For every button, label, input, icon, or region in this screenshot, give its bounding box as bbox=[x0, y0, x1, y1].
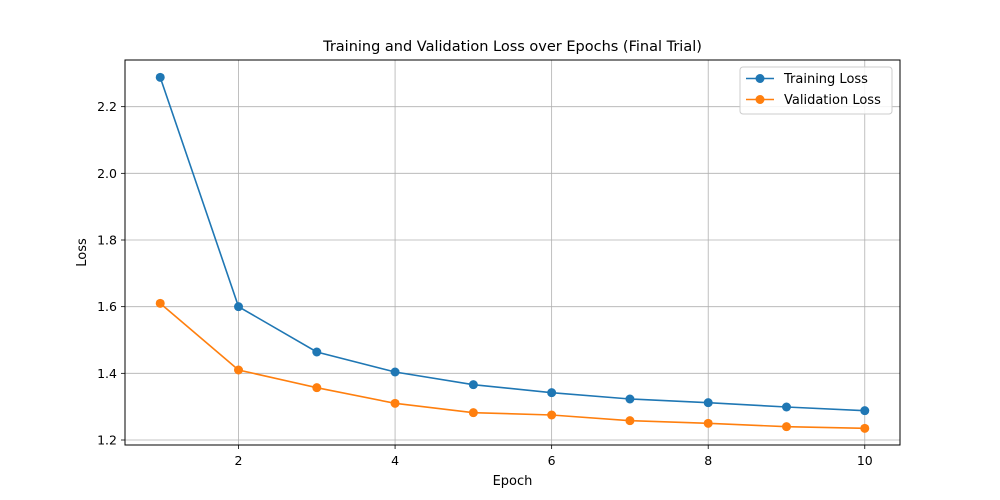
legend: Training Loss Validation Loss bbox=[739, 66, 893, 115]
y-tick-label: 1.2 bbox=[97, 433, 117, 448]
validation-loss-point bbox=[703, 418, 713, 428]
series bbox=[155, 72, 870, 433]
legend-label-validation: Validation Loss bbox=[784, 93, 881, 108]
validation-loss-point bbox=[312, 383, 322, 393]
axis-ticks: 2 4 6 8 10 1.2 1.4 1.6 1.8 2.0 2.2 bbox=[97, 99, 873, 468]
plot-frame bbox=[124, 59, 901, 446]
x-tick-label: 6 bbox=[548, 453, 556, 468]
training-loss-point bbox=[234, 302, 244, 312]
legend-box bbox=[739, 66, 893, 115]
training-loss-point bbox=[860, 406, 870, 416]
training-loss-point bbox=[703, 398, 713, 408]
training-loss-point bbox=[468, 380, 478, 390]
y-axis-label: Loss bbox=[75, 238, 90, 267]
x-tick-label: 2 bbox=[235, 453, 243, 468]
training-loss-point bbox=[547, 388, 557, 398]
x-axis-label: Epoch bbox=[493, 474, 533, 489]
training-loss-line bbox=[159, 77, 865, 412]
y-tick-label: 2.2 bbox=[97, 99, 117, 114]
legend-marker-validation bbox=[755, 95, 765, 104]
y-tick-label: 1.6 bbox=[97, 299, 117, 314]
x-tick-label: 8 bbox=[704, 453, 712, 468]
training-loss-point bbox=[390, 367, 400, 377]
validation-loss-point bbox=[468, 408, 478, 418]
training-loss-point bbox=[312, 347, 322, 357]
validation-loss-point bbox=[781, 422, 791, 432]
legend-label-training: Training Loss bbox=[783, 72, 868, 87]
validation-loss-point bbox=[234, 365, 244, 375]
validation-loss-point bbox=[860, 423, 870, 433]
y-tick-label: 1.4 bbox=[97, 366, 117, 381]
training-loss-point bbox=[781, 402, 791, 412]
validation-loss-point bbox=[625, 416, 635, 426]
legend-marker-training bbox=[755, 74, 765, 83]
validation-loss-line bbox=[159, 302, 865, 430]
training-loss-point bbox=[625, 394, 635, 404]
validation-loss-point bbox=[155, 298, 165, 308]
training-loss-point bbox=[155, 72, 165, 82]
validation-loss-point bbox=[547, 410, 557, 420]
grid bbox=[125, 60, 900, 445]
chart-title: Training and Validation Loss over Epochs… bbox=[322, 39, 702, 55]
y-tick-label: 2.0 bbox=[97, 166, 117, 181]
x-tick-label: 4 bbox=[391, 453, 399, 468]
x-tick-label: 10 bbox=[857, 453, 873, 468]
validation-loss-point bbox=[390, 398, 400, 408]
y-tick-label: 1.8 bbox=[97, 233, 117, 248]
